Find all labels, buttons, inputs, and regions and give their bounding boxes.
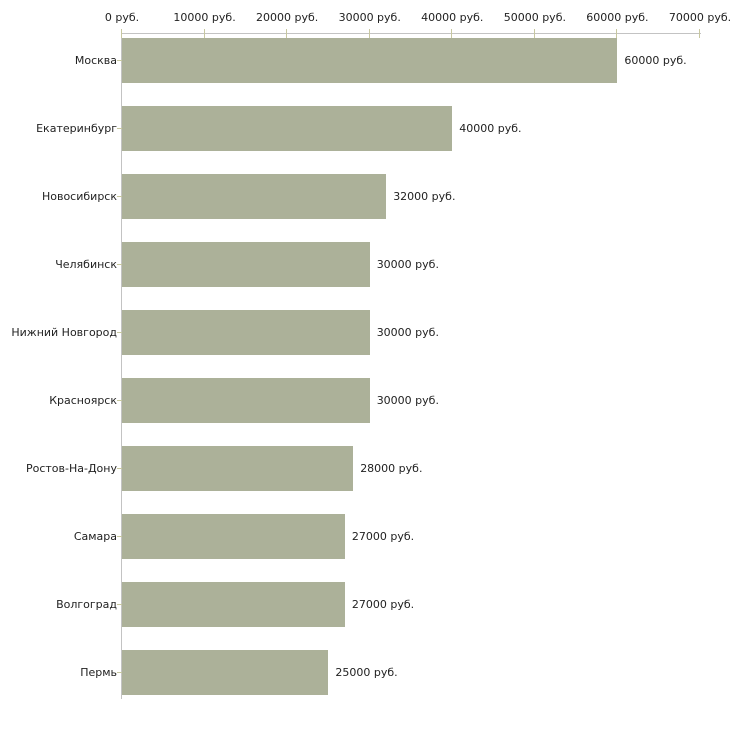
category-tick xyxy=(117,603,122,605)
category-label: Москва xyxy=(74,53,117,67)
bars-area: Москва 60000 руб. Екатеринбург 40000 руб. Но… xyxy=(0,26,730,706)
x-axis-tick xyxy=(203,29,205,38)
value-label: 27000 руб. xyxy=(351,529,415,543)
value-label: 60000 руб. xyxy=(624,53,687,67)
x-axis-line xyxy=(121,33,701,34)
chart-row: Самара 27000 руб. xyxy=(0,502,730,570)
value-label: 27000 руб. xyxy=(351,597,415,611)
x-axis-tick xyxy=(368,29,370,38)
chart-row: Красноярск 30000 руб. xyxy=(0,366,730,434)
category-label: Самара xyxy=(73,529,117,543)
bar xyxy=(122,37,618,83)
chart-row: Волгоград 27000 руб. xyxy=(0,570,730,638)
category-tick xyxy=(117,331,122,333)
chart-row: Челябинск 30000 руб. xyxy=(0,230,730,298)
category-label: Пермь xyxy=(80,665,117,679)
bar xyxy=(122,649,329,695)
category-tick xyxy=(117,195,122,197)
category-tick xyxy=(117,127,122,129)
chart-row: Екатеринбург 40000 руб. xyxy=(0,94,730,162)
bar xyxy=(122,241,370,287)
x-axis-tick xyxy=(699,29,700,38)
bar xyxy=(122,309,370,355)
chart-row: Новосибирск 32000 руб. xyxy=(0,162,730,230)
value-label: 28000 руб. xyxy=(360,461,423,475)
chart-row: Ростов-На-Дону 28000 руб. xyxy=(0,434,730,502)
chart-row: Нижний Новгород 30000 руб. xyxy=(0,298,730,366)
x-axis-tick-label: 30000 руб. xyxy=(338,11,401,24)
category-label: Челябинск xyxy=(55,257,117,271)
chart-row: Москва 60000 руб. xyxy=(0,26,730,94)
value-label: 30000 руб. xyxy=(376,325,439,339)
category-label: Ростов-На-Дону xyxy=(25,461,117,475)
category-label: Екатеринбург xyxy=(36,121,117,135)
value-label: 40000 руб. xyxy=(459,121,522,135)
x-axis-tick-label: 0 руб. xyxy=(104,11,140,24)
chart-row: Пермь 25000 руб. xyxy=(0,638,730,706)
bar xyxy=(122,581,345,627)
x-axis-tick xyxy=(616,29,618,38)
value-label: 30000 руб. xyxy=(376,393,439,407)
bar xyxy=(122,377,370,423)
category-label: Нижний Новгород xyxy=(11,325,117,339)
x-axis-tick xyxy=(451,29,453,38)
y-axis-line xyxy=(121,33,122,699)
category-tick xyxy=(117,399,122,401)
category-tick xyxy=(117,671,122,673)
category-label: Новосибирск xyxy=(41,189,117,203)
value-label: 30000 руб. xyxy=(376,257,439,271)
x-axis-tick-label: 10000 руб. xyxy=(173,11,236,24)
x-axis-tick-label: 20000 руб. xyxy=(256,11,319,24)
category-label: Красноярск xyxy=(49,393,117,407)
bar xyxy=(122,445,354,491)
category-tick xyxy=(117,467,122,469)
bar xyxy=(122,173,387,219)
category-tick xyxy=(117,59,122,61)
x-axis-tick xyxy=(533,29,535,38)
x-axis-tick-label: 60000 руб. xyxy=(586,11,649,24)
x-axis-tick-label: 40000 руб. xyxy=(421,11,484,24)
category-tick xyxy=(117,535,122,537)
x-axis-tick xyxy=(286,29,288,38)
category-tick xyxy=(117,263,122,265)
value-label: 32000 руб. xyxy=(393,189,456,203)
bar xyxy=(122,105,453,151)
bar xyxy=(122,513,345,559)
x-axis-tick xyxy=(121,29,122,38)
category-label: Волгоград xyxy=(56,597,117,611)
x-axis-tick-label: 50000 руб. xyxy=(503,11,566,24)
value-label: 25000 руб. xyxy=(335,665,398,679)
x-axis-tick-label: 70000 руб. xyxy=(668,11,730,24)
